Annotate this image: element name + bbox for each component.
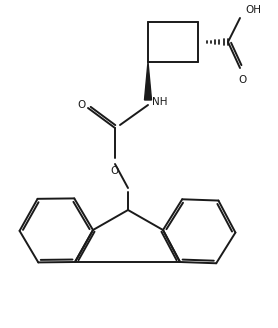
Text: OH: OH	[245, 5, 261, 15]
Text: O: O	[78, 100, 86, 110]
Text: NH: NH	[152, 97, 168, 107]
Text: O: O	[239, 75, 247, 85]
Text: O: O	[111, 166, 119, 176]
Polygon shape	[145, 62, 152, 100]
